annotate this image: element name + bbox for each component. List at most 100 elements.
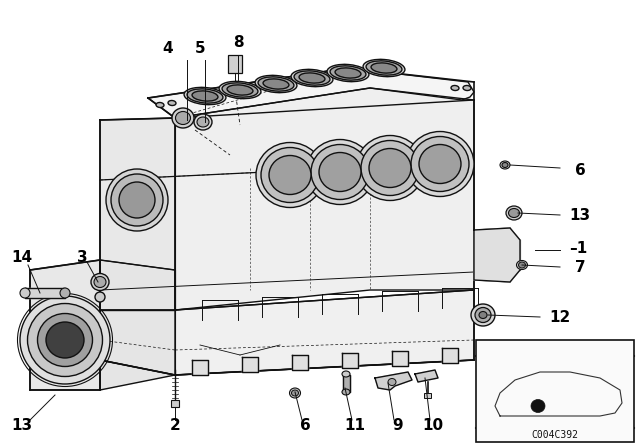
Ellipse shape (531, 400, 545, 413)
Ellipse shape (294, 71, 330, 85)
Polygon shape (100, 290, 474, 375)
Ellipse shape (500, 161, 510, 169)
Ellipse shape (518, 262, 525, 268)
Text: 9: 9 (393, 418, 403, 432)
Ellipse shape (342, 371, 350, 377)
Ellipse shape (111, 174, 163, 226)
Bar (424, 393, 431, 398)
Text: 13: 13 (12, 418, 33, 432)
Text: 2: 2 (170, 418, 180, 432)
Polygon shape (192, 360, 208, 375)
Ellipse shape (479, 311, 487, 319)
Ellipse shape (172, 108, 194, 128)
Ellipse shape (119, 182, 155, 218)
Polygon shape (292, 355, 308, 370)
Polygon shape (342, 353, 358, 368)
Polygon shape (148, 68, 474, 118)
Ellipse shape (516, 260, 527, 270)
Text: 13: 13 (570, 207, 591, 223)
Text: 6: 6 (575, 163, 586, 177)
Text: –1: –1 (569, 241, 587, 255)
Ellipse shape (369, 148, 411, 188)
Ellipse shape (356, 135, 424, 201)
Text: 5: 5 (195, 40, 205, 56)
Ellipse shape (363, 59, 405, 77)
Text: 10: 10 (422, 418, 444, 432)
Ellipse shape (91, 273, 109, 290)
Text: 8: 8 (233, 34, 243, 49)
Text: 4: 4 (163, 40, 173, 56)
Polygon shape (25, 288, 65, 298)
Ellipse shape (94, 276, 106, 288)
Ellipse shape (168, 100, 176, 106)
Polygon shape (100, 118, 175, 310)
Ellipse shape (289, 388, 301, 398)
Ellipse shape (192, 91, 218, 101)
Ellipse shape (187, 89, 223, 103)
Ellipse shape (175, 112, 191, 125)
Ellipse shape (299, 73, 325, 83)
Text: 14: 14 (12, 250, 33, 266)
Ellipse shape (330, 66, 366, 80)
Polygon shape (375, 372, 412, 390)
Polygon shape (100, 260, 175, 390)
Ellipse shape (509, 208, 520, 217)
Ellipse shape (258, 77, 294, 91)
Text: 6: 6 (300, 418, 310, 432)
Ellipse shape (197, 117, 209, 127)
Ellipse shape (506, 206, 522, 220)
Polygon shape (343, 375, 350, 392)
Ellipse shape (406, 132, 474, 197)
Bar (228, 55, 242, 73)
Ellipse shape (255, 75, 297, 93)
Ellipse shape (371, 63, 397, 73)
Ellipse shape (335, 68, 361, 78)
Bar (171, 400, 179, 407)
Ellipse shape (20, 296, 110, 384)
Ellipse shape (291, 390, 298, 396)
Polygon shape (415, 370, 438, 382)
Ellipse shape (327, 65, 369, 82)
Ellipse shape (306, 139, 374, 204)
Ellipse shape (227, 85, 253, 95)
Ellipse shape (502, 163, 508, 168)
Text: 7: 7 (575, 260, 586, 276)
Bar (476, 340, 634, 442)
Polygon shape (30, 260, 100, 390)
Ellipse shape (60, 288, 70, 298)
Ellipse shape (471, 304, 495, 326)
Ellipse shape (319, 152, 361, 191)
Ellipse shape (219, 82, 261, 99)
Ellipse shape (463, 86, 471, 90)
Text: 3: 3 (77, 250, 87, 266)
Ellipse shape (46, 322, 84, 358)
Ellipse shape (95, 280, 105, 290)
Ellipse shape (451, 86, 459, 90)
Text: 12: 12 (549, 310, 571, 326)
Ellipse shape (38, 314, 93, 366)
Ellipse shape (419, 145, 461, 184)
Ellipse shape (222, 83, 258, 97)
Ellipse shape (342, 389, 350, 395)
Ellipse shape (184, 87, 226, 105)
Ellipse shape (28, 303, 102, 376)
Polygon shape (392, 351, 408, 366)
Ellipse shape (269, 155, 311, 194)
Ellipse shape (263, 79, 289, 89)
Ellipse shape (475, 307, 491, 323)
Polygon shape (242, 357, 258, 372)
Ellipse shape (261, 147, 319, 202)
Ellipse shape (388, 379, 396, 385)
Ellipse shape (20, 288, 30, 298)
Ellipse shape (156, 103, 164, 108)
Ellipse shape (361, 141, 419, 195)
Ellipse shape (95, 292, 105, 302)
Ellipse shape (256, 142, 324, 207)
Polygon shape (175, 88, 474, 310)
Ellipse shape (411, 137, 469, 191)
Polygon shape (442, 348, 458, 363)
Polygon shape (474, 228, 520, 282)
Ellipse shape (106, 169, 168, 231)
Ellipse shape (311, 145, 369, 199)
Ellipse shape (194, 114, 212, 130)
